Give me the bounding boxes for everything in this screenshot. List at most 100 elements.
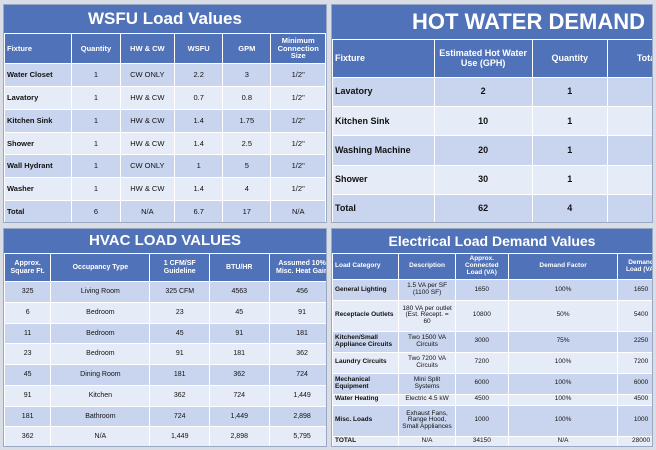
- wsfu-table-cell: N/A: [270, 200, 326, 222]
- hvac-table-cell: 1,449: [208, 405, 270, 428]
- electrical-table-row: TOTAL N/A 34150 N/A 28000: [332, 435, 652, 446]
- electrical-table-cell: 1650: [454, 279, 509, 301]
- hvac-table-cell: 1,449: [149, 426, 210, 446]
- hvac-table-cell: 362: [268, 343, 326, 365]
- electrical-table-cell: Two 1500 VA Circuits: [398, 330, 456, 353]
- electrical-panel: Electrical Load Demand Values Load Categ…: [331, 228, 653, 447]
- electrical-table-row: General Lighting 1.5 VA per SF (1100 SF) 1…: [332, 279, 652, 301]
- hotwater-table-cell: Kitchen Sink: [332, 106, 435, 137]
- hvac-table-cell: 23: [4, 343, 52, 365]
- hvac-table-cell: 45: [208, 301, 270, 324]
- wsfu-table-cell: 1/2": [270, 177, 326, 202]
- electrical-table-cell: 1.5 VA per SF (1100 SF): [398, 279, 456, 301]
- hvac-table-row: 45 Dining Room 181 362 724: [4, 364, 326, 386]
- electrical-table-row: Misc. Loads Exhaust Fans, Range Hood, Sma…: [332, 404, 652, 437]
- hotwater-table-cell: 1: [531, 76, 608, 108]
- hotwater-header-row: Fixture Estimated Hot Water Use (GPH) Quan…: [332, 39, 652, 78]
- hotwater-table-cell: 10: [606, 106, 652, 137]
- hvac-table-cell: 325: [4, 281, 52, 303]
- hvac-table-cell: 1,449: [268, 384, 326, 407]
- hvac-table-cell: 724: [149, 405, 210, 428]
- electrical-col-header: Approx. Connected Load (VA): [454, 253, 509, 280]
- wsfu-table-cell: 6: [71, 200, 121, 222]
- wsfu-table-cell: HW & CW: [119, 177, 176, 202]
- wsfu-table-cell: Total: [4, 200, 73, 222]
- hotwater-table-cell: 25: [606, 135, 652, 166]
- electrical-table-cell: 1650: [617, 279, 652, 301]
- hvac-table-cell: Bedroom: [50, 343, 151, 365]
- electrical-table-cell: Misc. Loads: [332, 404, 400, 437]
- wsfu-table-row: Water Closet 1 CW ONLY 2.2 3 1/2": [4, 63, 326, 87]
- wsfu-table-cell: 1: [174, 154, 224, 179]
- hvac-table-cell: 181: [149, 364, 210, 386]
- hvac-table-row: 11 Bedroom 45 91 181: [4, 322, 326, 345]
- electrical-table-cell: 7200: [617, 351, 652, 374]
- hotwater-table-cell: 2: [433, 76, 533, 108]
- wsfu-table-cell: 1: [71, 177, 121, 202]
- hotwater-table-cell: 10: [433, 106, 533, 137]
- wsfu-col-header: Quantity: [71, 33, 121, 64]
- hotwater-table-cell: 30: [606, 164, 652, 195]
- wsfu-table-cell: 6.7: [174, 200, 224, 222]
- electrical-table-cell: N/A: [507, 435, 619, 446]
- hvac-table-cell: 2,898: [268, 405, 326, 428]
- electrical-table-cell: 28000: [617, 435, 652, 446]
- hvac-col-header: Approx. Square Ft.: [4, 253, 52, 282]
- hvac-table-cell: 2,898: [208, 426, 270, 446]
- wsfu-table-cell: Lavatory: [4, 85, 73, 110]
- electrical-table-cell: 1000: [617, 404, 652, 437]
- electrical-table-cell: 50%: [507, 300, 619, 332]
- electrical-table-row: Laundry Circuits Two 7200 VA Circuits 7200…: [332, 351, 652, 374]
- hvac-table-cell: 325 CFM: [149, 281, 210, 303]
- electrical-table-cell: 6000: [617, 372, 652, 395]
- wsfu-table-cell: 1.4: [174, 177, 224, 202]
- hvac-table-cell: 724: [268, 364, 326, 386]
- electrical-table-cell: Mechanical Equipment: [332, 372, 400, 395]
- hvac-col-header: Occupancy Type: [50, 253, 151, 282]
- wsfu-table-cell: Water Closet: [4, 63, 73, 87]
- wsfu-table-row: Total 6 N/A 6.7 17 N/A: [4, 200, 326, 222]
- wsfu-table-cell: 1.75: [222, 108, 272, 133]
- electrical-table-cell: 4500: [454, 393, 509, 406]
- electrical-table-cell: 7200: [454, 351, 509, 374]
- hvac-col-header: BTU/HR: [208, 253, 270, 282]
- hvac-panel: HVAC LOAD VALUES Approx. Square Ft. Occup…: [3, 228, 327, 447]
- hvac-table-cell: 91: [208, 322, 270, 345]
- hotwater-col-header: Fixture: [332, 39, 435, 78]
- electrical-table-cell: 100%: [507, 372, 619, 395]
- wsfu-table-cell: 4: [222, 177, 272, 202]
- wsfu-table-cell: 17: [222, 200, 272, 222]
- hvac-table-cell: 4563: [208, 281, 270, 303]
- wsfu-table-cell: 1: [71, 85, 121, 110]
- hotwater-table-cell: 30: [433, 164, 533, 195]
- electrical-table-cell: TOTAL: [332, 435, 400, 446]
- electrical-table-row: Mechanical Equipment Mini Split Systems 60…: [332, 372, 652, 395]
- hotwater-panel: HOT WATER DEMAND Fixture Estimated Hot Wa…: [331, 4, 653, 223]
- hotwater-table-cell: 1: [531, 106, 608, 137]
- wsfu-panel: WSFU Load Values Fixture Quantity HW & CW W…: [3, 4, 327, 223]
- electrical-table-cell: 4500: [617, 393, 652, 406]
- hotwater-table-row: Shower30130: [332, 164, 652, 195]
- hvac-table-cell: 362: [149, 384, 210, 407]
- wsfu-col-header: HW & CW: [119, 33, 176, 64]
- wsfu-col-header: Minimum Connection Size: [270, 33, 326, 64]
- hotwater-table-cell: Lavatory: [332, 76, 435, 108]
- hotwater-table-row: Washing Machine20125: [332, 135, 652, 166]
- hvac-table-cell: 181: [268, 322, 326, 345]
- wsfu-header-row: Fixture Quantity HW & CW WSFU GPM Minimum Con…: [4, 33, 326, 64]
- electrical-table-cell: General Lighting: [332, 279, 400, 301]
- electrical-col-header: Demand Load (VA): [617, 253, 652, 280]
- hotwater-table-row: Total62462: [332, 193, 652, 222]
- hvac-table-cell: 5,795: [268, 426, 326, 446]
- hotwater-table-cell: Washing Machine: [332, 135, 435, 166]
- electrical-table-cell: 75%: [507, 330, 619, 353]
- hvac-table-cell: 91: [149, 343, 210, 365]
- electrical-table-cell: 6000: [454, 372, 509, 395]
- hvac-table-cell: 724: [208, 384, 270, 407]
- hvac-table-cell: 362: [4, 426, 52, 446]
- hvac-table-cell: 181: [208, 343, 270, 365]
- electrical-table-cell: Exhaust Fans, Range Hood, Small Applianc…: [398, 404, 456, 437]
- wsfu-col-header: GPM: [222, 33, 272, 64]
- wsfu-col-header: WSFU: [174, 33, 224, 64]
- hotwater-table-row: Lavatory211.5: [332, 76, 652, 108]
